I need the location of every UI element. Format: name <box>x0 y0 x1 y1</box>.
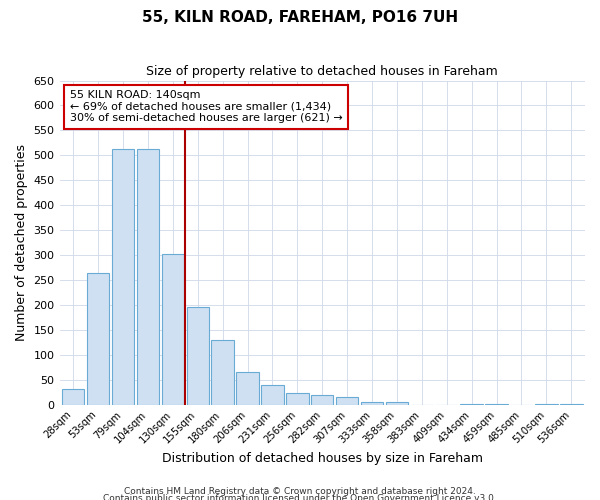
Bar <box>286 392 308 404</box>
Text: 55 KILN ROAD: 140sqm
← 69% of detached houses are smaller (1,434)
30% of semi-de: 55 KILN ROAD: 140sqm ← 69% of detached h… <box>70 90 343 124</box>
Bar <box>62 388 85 404</box>
Text: Contains HM Land Registry data © Crown copyright and database right 2024.: Contains HM Land Registry data © Crown c… <box>124 487 476 496</box>
Text: 55, KILN ROAD, FAREHAM, PO16 7UH: 55, KILN ROAD, FAREHAM, PO16 7UH <box>142 10 458 25</box>
Bar <box>112 149 134 405</box>
Bar <box>137 149 159 405</box>
Bar <box>187 307 209 404</box>
Text: Contains public sector information licensed under the Open Government Licence v3: Contains public sector information licen… <box>103 494 497 500</box>
Title: Size of property relative to detached houses in Fareham: Size of property relative to detached ho… <box>146 65 498 78</box>
Bar <box>261 384 284 404</box>
Bar <box>236 372 259 404</box>
Bar <box>336 397 358 404</box>
Bar <box>87 274 109 404</box>
Y-axis label: Number of detached properties: Number of detached properties <box>15 144 28 341</box>
Bar <box>211 340 234 404</box>
Bar <box>161 254 184 404</box>
Bar <box>386 402 408 404</box>
Bar <box>361 402 383 404</box>
X-axis label: Distribution of detached houses by size in Fareham: Distribution of detached houses by size … <box>162 452 483 465</box>
Bar <box>311 394 334 404</box>
